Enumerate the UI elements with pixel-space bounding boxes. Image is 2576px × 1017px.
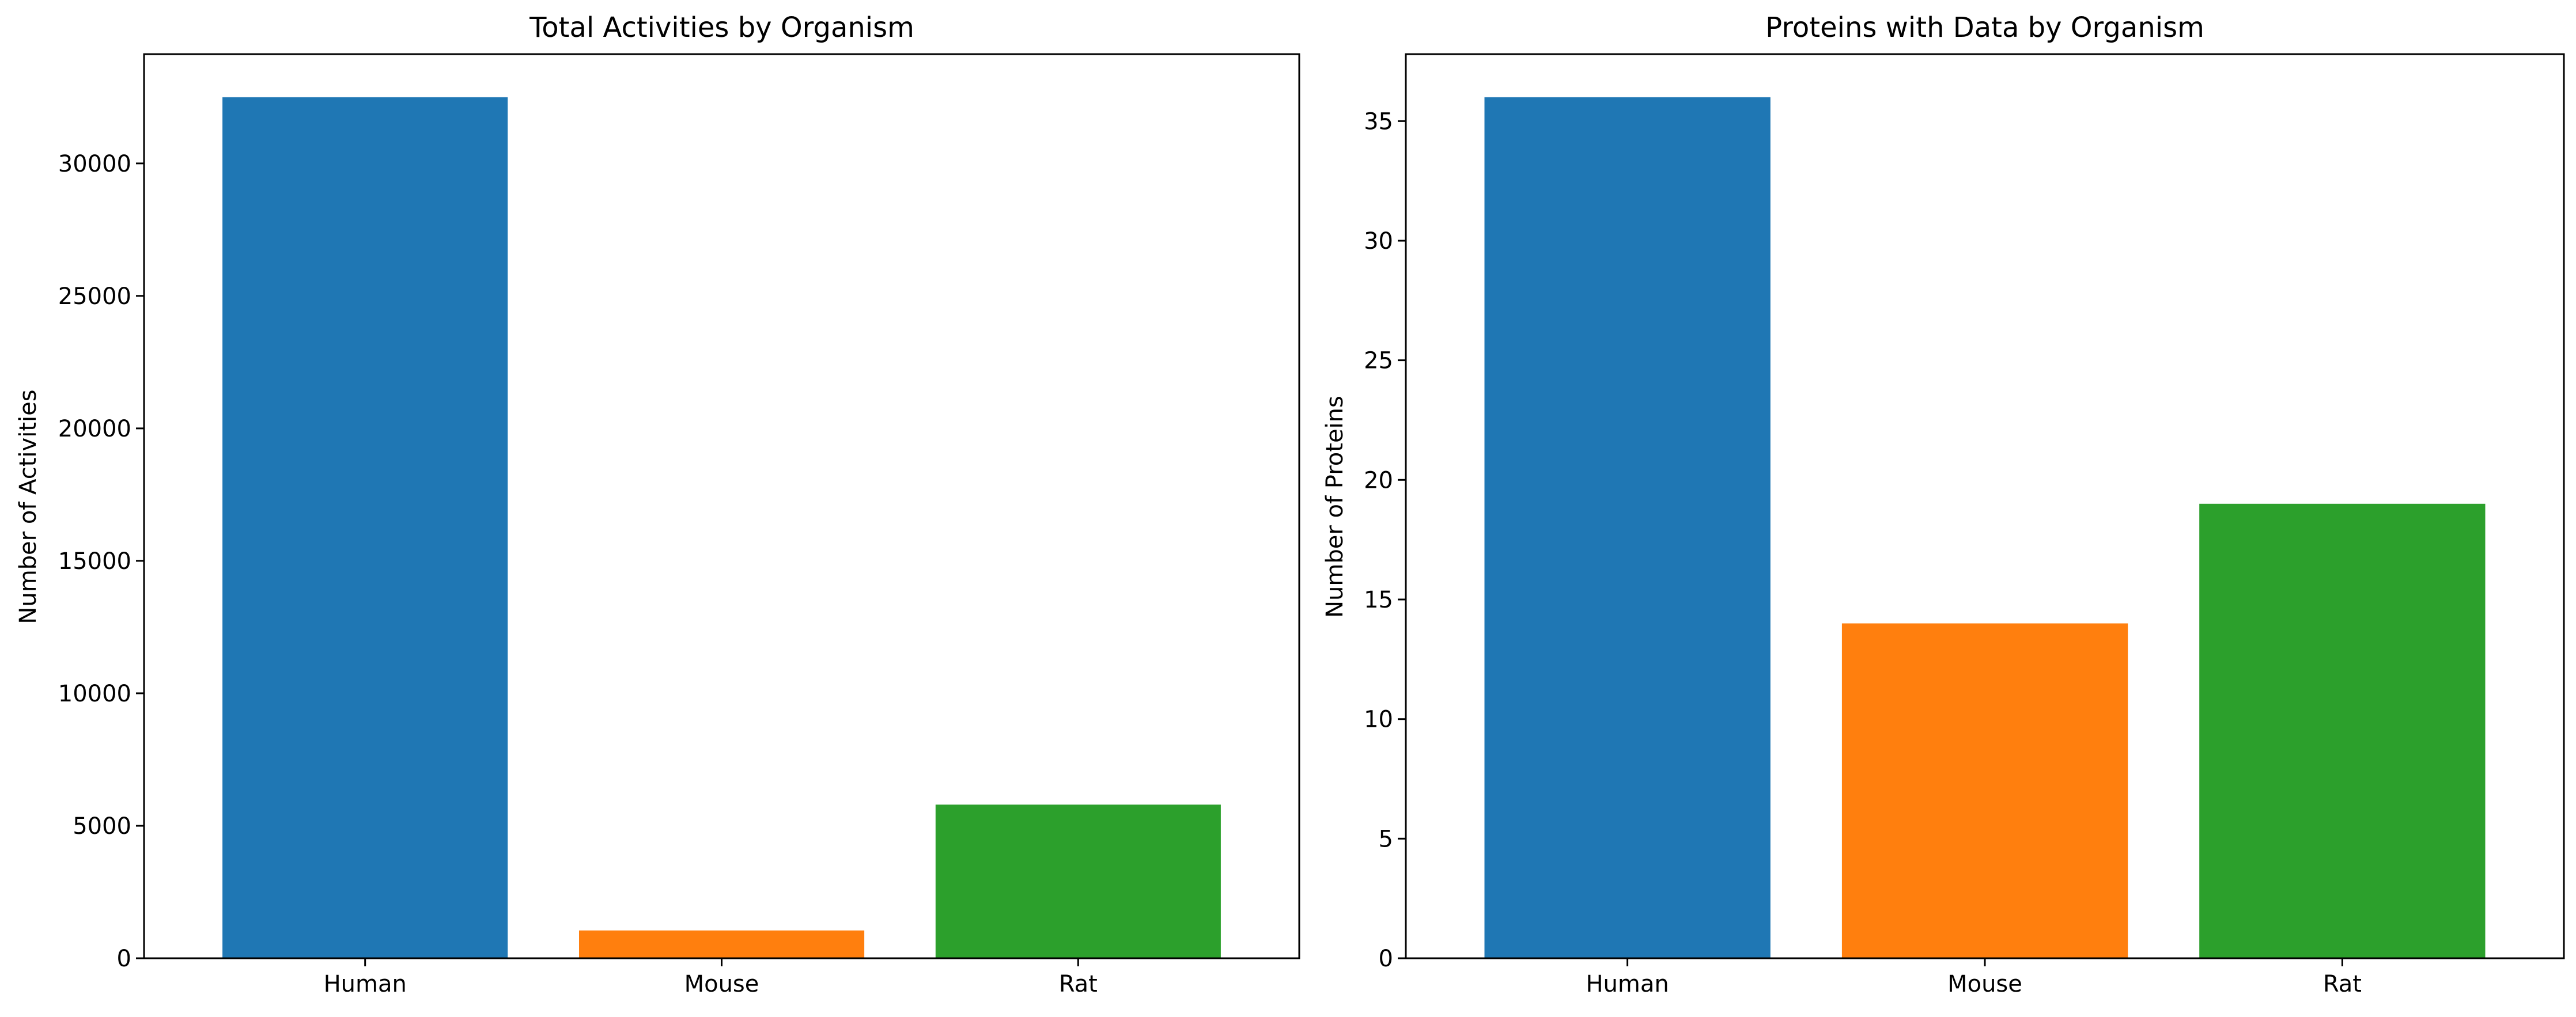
chart-proteins-with-data-by-organism: Proteins with Data by Organism Number of… [1322,12,2565,997]
y-tick-label: 15000 [58,548,131,575]
plot-area: 0 5000 10000 15000 20000 25000 30000 Human Mouse… [58,53,1300,997]
y-tick-label: 5 [1379,826,1393,852]
chart-total-activities-by-organism: Total Activities by Organism Number of A… [15,12,1300,997]
y-tick-label: 30 [1364,228,1393,255]
x-tick-label-mouse: Mouse [1947,971,2022,997]
y-tick-label: 35 [1364,108,1393,135]
y-axis-label: Number of Proteins [1322,396,1348,618]
y-tick-label: 20000 [58,416,131,442]
y-tick-label: 30000 [58,151,131,177]
y-tick-label: 20 [1364,467,1393,494]
y-tick-label: 10 [1364,707,1393,733]
y-tick-label: 10000 [58,681,131,707]
y-tick-label: 0 [1379,946,1393,972]
bar-rat [935,805,1221,958]
y-tick-label: 5000 [73,813,131,840]
bar-rat [2199,503,2486,958]
y-axis-label: Number of Activities [15,389,41,624]
bar-human [1484,97,1771,958]
x-tick-label-human: Human [324,971,407,997]
chart-title: Total Activities by Organism [529,12,914,44]
x-tick-label-human: Human [1586,971,1669,997]
y-tick-label: 25 [1364,348,1393,374]
plot-area: 0 5 10 15 20 25 30 35 Human Mouse Rat [1364,53,2565,997]
bar-human [222,97,508,958]
chart-title: Proteins with Data by Organism [1765,12,2204,44]
y-tick-label: 0 [117,946,131,972]
y-tick-label: 15 [1364,587,1393,613]
x-tick-label-mouse: Mouse [684,971,759,997]
bar-mouse [1841,623,2128,958]
x-tick-label-rat: Rat [1059,971,1098,997]
x-tick-label-rat: Rat [2323,971,2362,997]
y-tick-label: 25000 [58,283,131,310]
bar-mouse [579,930,865,958]
